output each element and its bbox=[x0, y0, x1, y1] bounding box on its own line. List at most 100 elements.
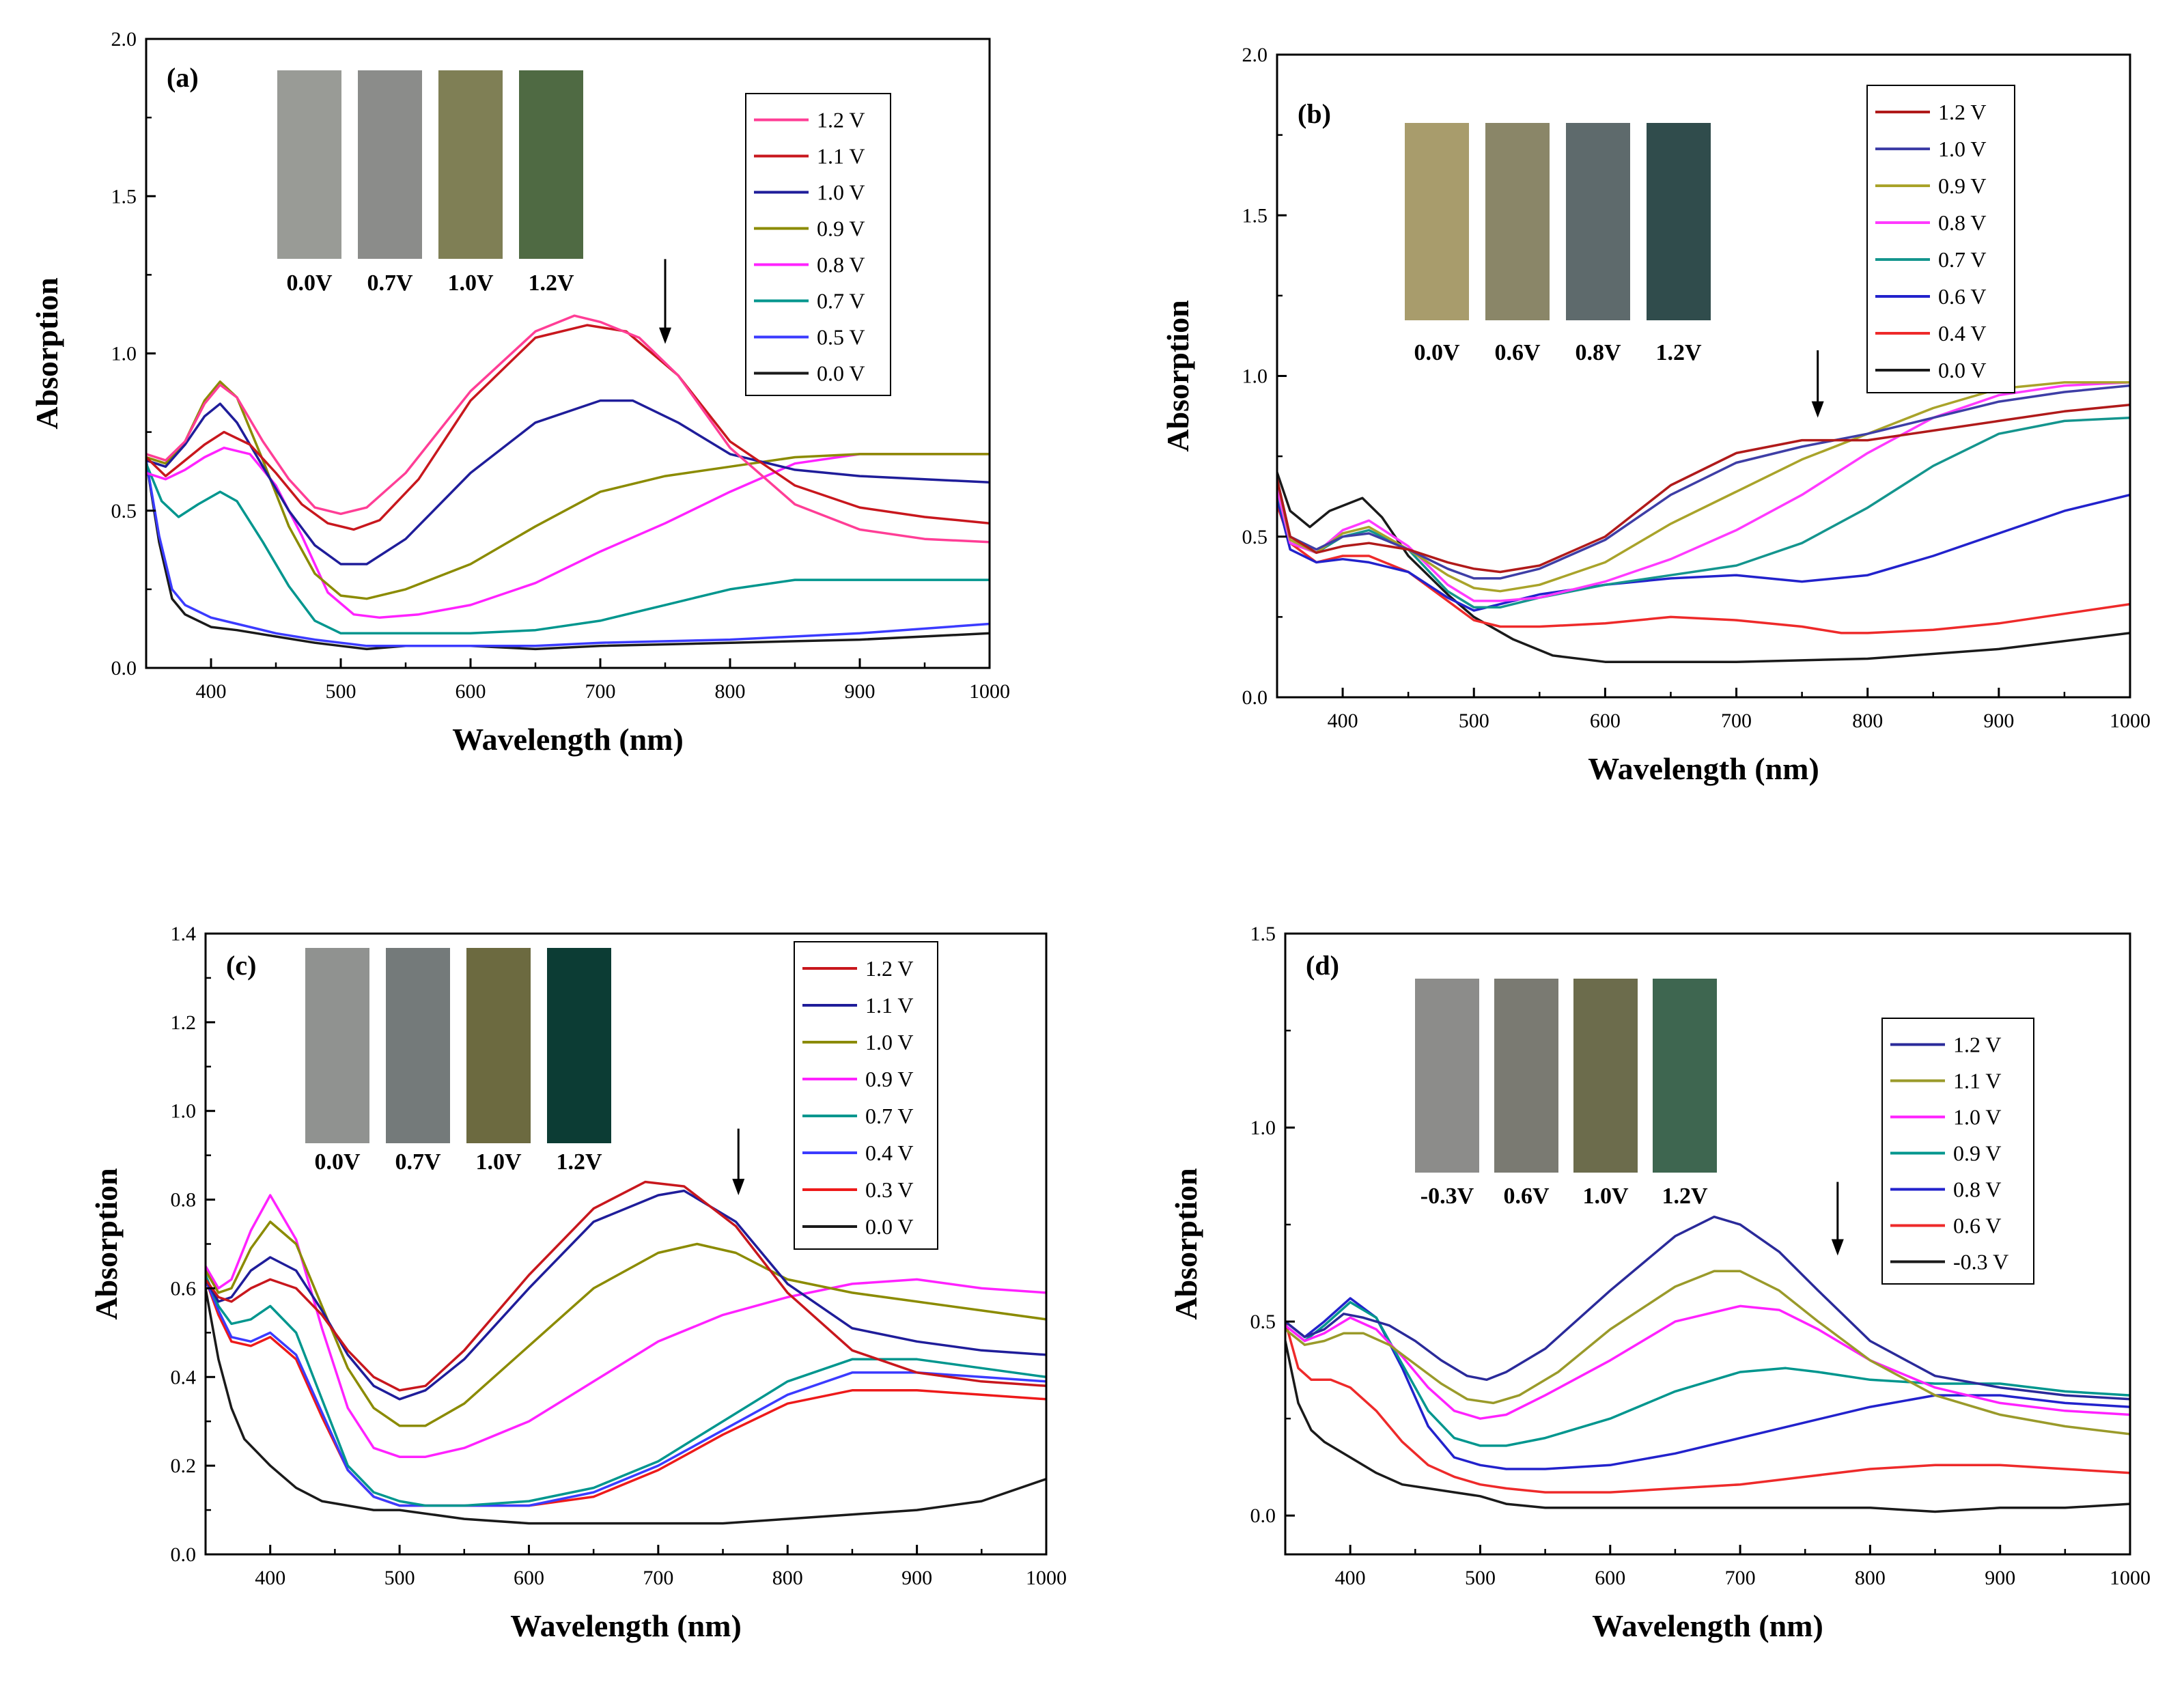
series-line bbox=[146, 459, 990, 651]
swatch-label: 1.0V bbox=[475, 1149, 522, 1175]
legend-label: 0.0 V bbox=[1938, 358, 1987, 382]
series-line bbox=[1277, 471, 2130, 663]
panel-label: (d) bbox=[1306, 950, 1339, 981]
x-tick-label: 800 bbox=[1852, 710, 1883, 732]
y-tick-label: 0.5 bbox=[111, 500, 137, 522]
y-tick-label: 0.5 bbox=[1250, 1311, 1276, 1333]
color-swatch bbox=[305, 948, 369, 1143]
swatch-label: 0.8V bbox=[1575, 340, 1621, 365]
series-line bbox=[1285, 1270, 2130, 1436]
y-tick-label: 0.0 bbox=[171, 1543, 197, 1566]
legend-label: 0.7 V bbox=[1938, 247, 1987, 272]
x-tick-label: 600 bbox=[1590, 710, 1621, 732]
legend-label: 1.1 V bbox=[817, 144, 865, 169]
y-axis-title: Absorption bbox=[29, 277, 64, 429]
legend: 1.2 V 1.1 V 1.0 V 0.9 V 0.8 V 0.6 V -0.3 V bbox=[1881, 1018, 2034, 1285]
legend: 1.2 V 1.1 V 1.0 V 0.9 V 0.7 V 0.4 V 0.3 V 0.0 V bbox=[794, 941, 938, 1250]
series-line bbox=[206, 1189, 1046, 1401]
legend-label: -0.3 V bbox=[1953, 1250, 2008, 1274]
series-line bbox=[1285, 1304, 2130, 1420]
series-line bbox=[146, 399, 990, 565]
series-line bbox=[1285, 1339, 2130, 1513]
series-layer bbox=[1277, 381, 2130, 663]
legend-label: 1.0 V bbox=[865, 1030, 914, 1054]
legend-label: 0.9 V bbox=[817, 216, 865, 241]
x-tick-label: 500 bbox=[384, 1567, 415, 1589]
swatch-label: 1.2V bbox=[1655, 340, 1702, 365]
y-tick-label: 1.5 bbox=[111, 185, 137, 208]
x-tick-label: 700 bbox=[643, 1567, 673, 1589]
y-tick-label: 0.2 bbox=[171, 1455, 197, 1477]
x-tick-label: 1000 bbox=[2110, 710, 2151, 732]
color-swatch bbox=[386, 948, 450, 1143]
legend-label: 0.0 V bbox=[865, 1214, 914, 1239]
y-tick-label: 0.0 bbox=[1250, 1505, 1276, 1527]
axis-ticks: 400 500 600 700 800 900 1000 0.0 0.5 1.0 1.5 2.0 bbox=[111, 28, 1011, 703]
y-tick-label: 1.0 bbox=[111, 343, 137, 365]
x-tick-label: 1000 bbox=[1026, 1567, 1067, 1589]
panel-label: (c) bbox=[226, 950, 256, 981]
series-layer bbox=[146, 314, 990, 651]
swatch-label: -0.3V bbox=[1420, 1184, 1474, 1209]
color-swatch bbox=[1485, 123, 1550, 320]
x-tick-label: 700 bbox=[1725, 1567, 1756, 1589]
x-tick-label: 600 bbox=[514, 1567, 544, 1589]
series-line bbox=[146, 446, 990, 619]
x-tick-label: 800 bbox=[772, 1567, 803, 1589]
color-swatch bbox=[438, 70, 503, 259]
x-tick-label: 700 bbox=[1721, 710, 1752, 732]
x-tick-label: 900 bbox=[1985, 1567, 2015, 1589]
legend-label: 0.4 V bbox=[1938, 321, 1987, 346]
series-line bbox=[206, 1287, 1046, 1525]
y-tick-label: 0.0 bbox=[111, 657, 137, 680]
color-swatch-row: -0.3V 0.6V 1.0V 1.2V bbox=[1415, 979, 1717, 1209]
color-swatch bbox=[1647, 123, 1711, 320]
color-swatch bbox=[1653, 979, 1717, 1173]
series-layer bbox=[206, 1180, 1046, 1525]
x-tick-label: 700 bbox=[585, 680, 616, 703]
series-line bbox=[146, 380, 990, 600]
arrow-head bbox=[732, 1179, 745, 1196]
x-axis-title: Wavelength (nm) bbox=[1592, 1608, 1823, 1643]
legend-label: 1.2 V bbox=[1953, 1033, 2002, 1057]
arrow-head bbox=[1831, 1239, 1844, 1256]
swatch-label: 0.7V bbox=[367, 270, 413, 296]
panel-a: 400 500 600 700 800 900 1000 0.0 0.5 1.0 1.5 2.0 (a… bbox=[29, 28, 1010, 757]
y-tick-label: 1.0 bbox=[1242, 365, 1268, 388]
y-tick-label: 2.0 bbox=[1242, 44, 1268, 66]
legend-label: 0.9 V bbox=[1953, 1141, 2002, 1166]
legend-label: 0.6 V bbox=[1938, 284, 1987, 309]
legend-label: 0.7 V bbox=[817, 289, 865, 313]
legend-label: 0.8 V bbox=[1938, 210, 1987, 235]
color-swatch bbox=[358, 70, 422, 259]
y-tick-label: 2.0 bbox=[111, 28, 137, 51]
y-tick-label: 1.4 bbox=[171, 923, 197, 945]
color-swatch-row: 0.0V 0.7V 1.0V 1.2V bbox=[277, 70, 583, 296]
y-tick-label: 1.0 bbox=[171, 1100, 197, 1123]
y-tick-label: 0.8 bbox=[171, 1189, 197, 1212]
trend-arrow bbox=[732, 1128, 745, 1196]
y-tick-label: 1.2 bbox=[171, 1011, 197, 1034]
swatch-label: 0.0V bbox=[314, 1149, 361, 1175]
y-tick-label: 0.0 bbox=[1242, 686, 1268, 709]
axis-ticks: 400 500 600 700 800 900 1000 0.0 0.5 1.0 1.5 bbox=[1250, 923, 2151, 1589]
x-tick-label: 500 bbox=[1459, 710, 1489, 732]
swatch-label: 1.0V bbox=[1582, 1184, 1629, 1209]
series-line bbox=[206, 1274, 1046, 1507]
series-line bbox=[1277, 493, 2130, 612]
color-swatch bbox=[547, 948, 611, 1143]
swatch-label: 0.6V bbox=[1503, 1184, 1550, 1209]
swatch-label: 0.0V bbox=[286, 270, 333, 296]
y-axis-title: Absorption bbox=[1168, 1168, 1203, 1319]
legend-label: 0.9 V bbox=[1938, 173, 1987, 198]
trend-arrow bbox=[1831, 1181, 1844, 1256]
legend-label: 0.0 V bbox=[817, 361, 865, 386]
x-tick-label: 1000 bbox=[2110, 1567, 2151, 1589]
legend-box bbox=[794, 941, 938, 1250]
legend-label: 0.3 V bbox=[865, 1177, 914, 1202]
x-tick-label: 900 bbox=[1983, 710, 2014, 732]
swatch-label: 1.2V bbox=[1662, 1184, 1708, 1209]
legend-label: 0.9 V bbox=[865, 1067, 914, 1091]
